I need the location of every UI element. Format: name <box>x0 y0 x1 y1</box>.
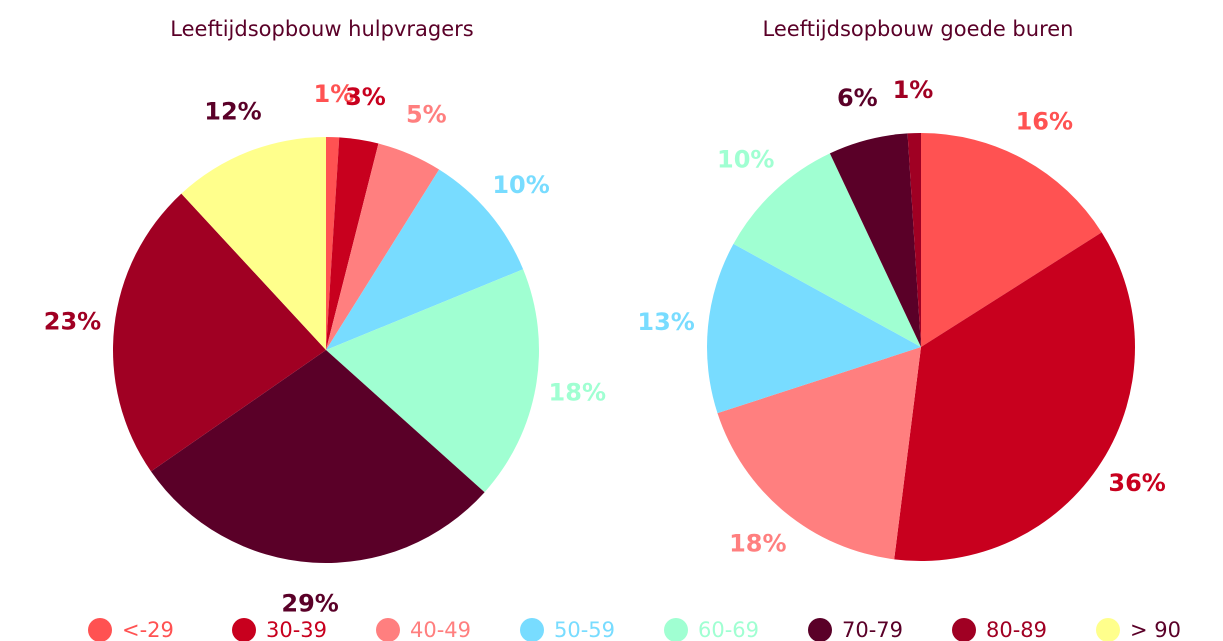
pie-slice <box>326 137 379 350</box>
pie-slice <box>326 269 540 493</box>
data-label: 36% <box>1108 469 1165 497</box>
data-label: 1% <box>314 80 355 108</box>
data-label: 18% <box>729 529 786 557</box>
legend-marker <box>376 618 400 641</box>
legend-marker <box>88 618 112 641</box>
pie-slice <box>326 143 440 350</box>
data-label: 10% <box>717 145 774 173</box>
legend-marker <box>1096 618 1120 641</box>
data-label: 12% <box>204 98 261 126</box>
legend-marker <box>952 618 976 641</box>
data-label: 16% <box>1016 108 1073 136</box>
legend-marker <box>664 618 688 641</box>
pie-slice <box>829 133 921 347</box>
data-label: 6% <box>837 84 878 112</box>
data-label: 23% <box>44 307 101 335</box>
data-label: 1% <box>893 76 934 104</box>
pie-slice <box>706 243 921 414</box>
legend-label: 40-49 <box>410 618 471 641</box>
chart-title: Leeftijdsopbouw hulpvragers <box>170 17 473 41</box>
pie-slice <box>150 350 485 564</box>
pie-slice <box>326 137 340 350</box>
pie-slice <box>921 133 1102 347</box>
data-label: 18% <box>549 378 606 406</box>
legend-label: > 90 <box>1130 618 1181 641</box>
legend-marker <box>808 618 832 641</box>
pie-slice <box>894 232 1135 561</box>
pie-slice <box>181 137 326 350</box>
data-label: 13% <box>637 308 694 336</box>
data-label: 3% <box>345 83 386 111</box>
pie-slice <box>733 153 921 347</box>
legend-label: 50-59 <box>554 618 615 641</box>
legend-label: <-29 <box>122 618 174 641</box>
pie-slice <box>326 169 524 350</box>
data-label: 29% <box>281 590 338 618</box>
pie-slice <box>112 193 326 472</box>
legend-label: 70-79 <box>842 618 903 641</box>
legend-label: 80-89 <box>986 618 1047 641</box>
pie-slice <box>717 347 921 560</box>
data-label: 5% <box>406 101 447 129</box>
legend-label: 60-69 <box>698 618 759 641</box>
pie-slice <box>907 133 921 347</box>
legend-marker <box>520 618 544 641</box>
data-label: 10% <box>492 171 549 199</box>
chart-title: Leeftijdsopbouw goede buren <box>763 17 1074 41</box>
legend-marker <box>232 618 256 641</box>
legend-label: 30-39 <box>266 618 327 641</box>
